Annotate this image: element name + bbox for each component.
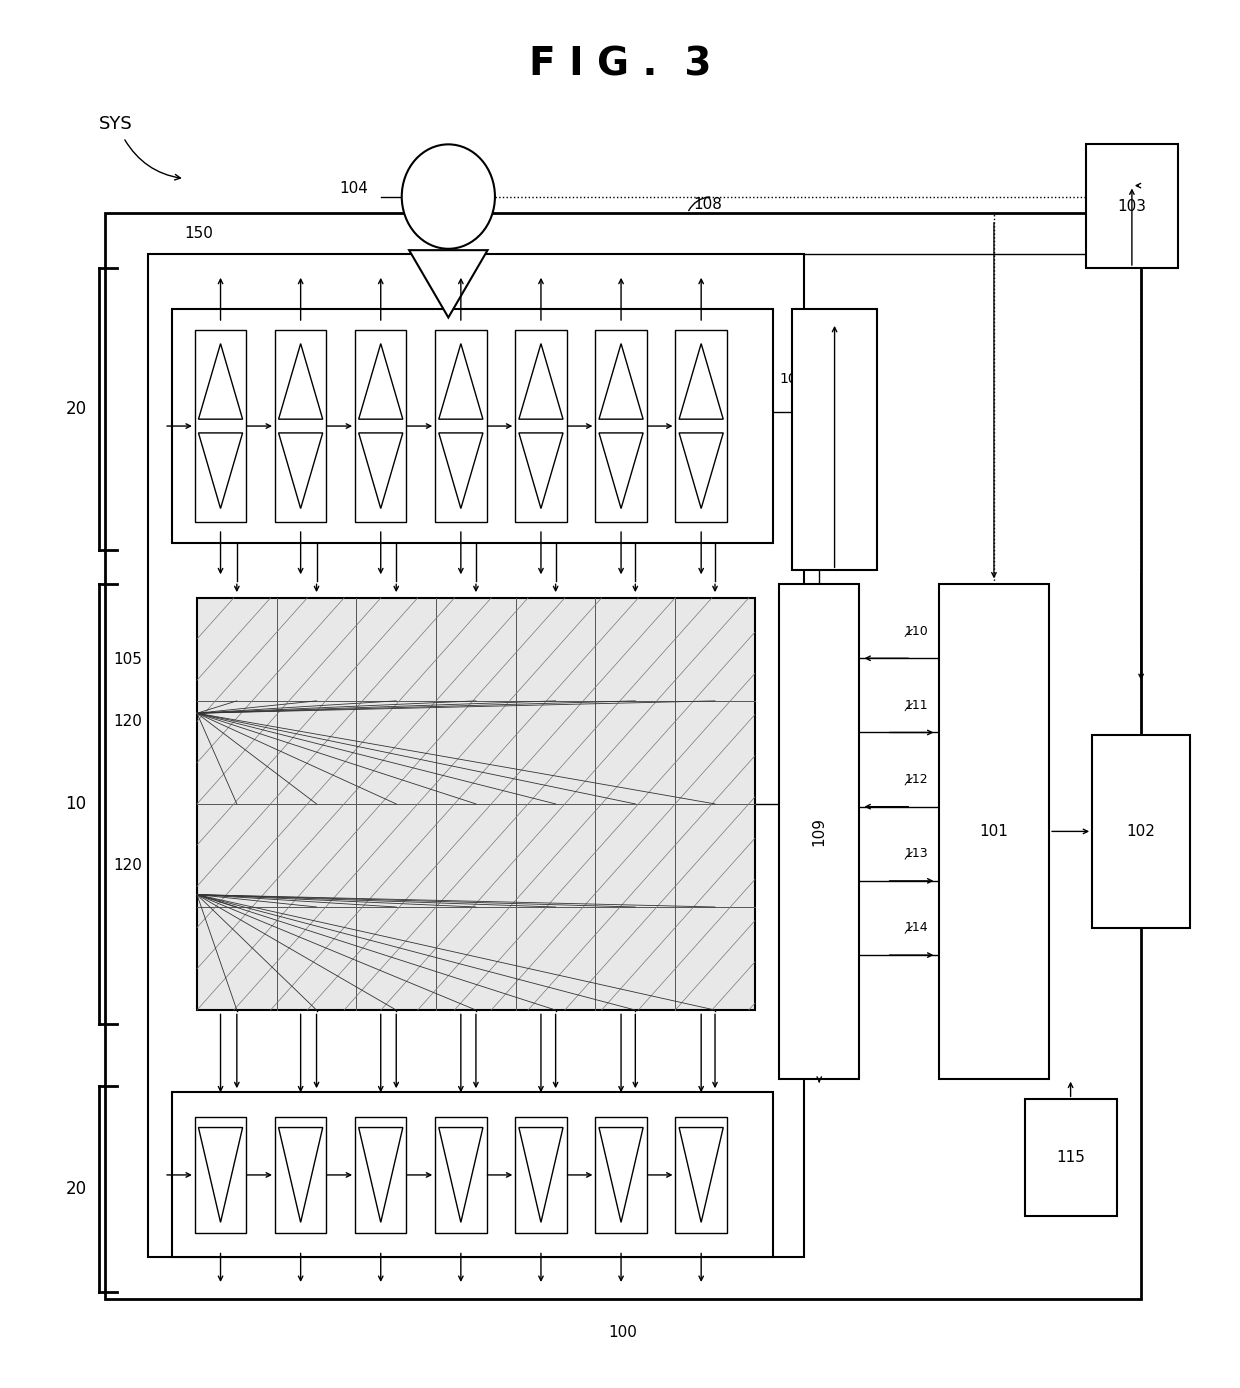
Text: 10: 10 xyxy=(66,795,87,813)
Text: 115: 115 xyxy=(1056,1151,1085,1166)
Polygon shape xyxy=(279,1127,322,1223)
Bar xyxy=(148,254,804,1258)
Text: 112: 112 xyxy=(905,773,929,786)
Text: 20: 20 xyxy=(66,1180,87,1198)
Bar xyxy=(105,214,1141,1299)
Text: 109: 109 xyxy=(812,818,827,845)
Text: 120: 120 xyxy=(113,713,141,729)
Text: 100: 100 xyxy=(609,1326,637,1341)
Text: 113: 113 xyxy=(905,847,929,861)
Text: 101: 101 xyxy=(980,824,1008,838)
Polygon shape xyxy=(680,433,723,508)
Polygon shape xyxy=(439,1127,482,1223)
Bar xyxy=(780,584,859,1078)
Text: SYS: SYS xyxy=(99,115,133,133)
Polygon shape xyxy=(358,433,403,508)
Text: 110: 110 xyxy=(905,625,929,637)
Text: 107: 107 xyxy=(780,372,806,386)
Polygon shape xyxy=(518,1127,563,1223)
Polygon shape xyxy=(198,344,243,419)
Bar xyxy=(1092,736,1190,927)
Polygon shape xyxy=(198,1127,243,1223)
Text: 114: 114 xyxy=(905,922,929,934)
Text: 20: 20 xyxy=(66,400,87,418)
Bar xyxy=(172,310,774,543)
Bar xyxy=(676,330,727,522)
Bar xyxy=(515,330,567,522)
Bar xyxy=(791,310,878,570)
Polygon shape xyxy=(599,433,644,508)
Bar xyxy=(435,330,486,522)
Polygon shape xyxy=(518,433,563,508)
Text: 104: 104 xyxy=(340,180,368,196)
Bar xyxy=(355,330,407,522)
Bar xyxy=(355,1116,407,1234)
Bar xyxy=(1024,1099,1116,1216)
Bar xyxy=(275,330,326,522)
Bar xyxy=(676,1116,727,1234)
Polygon shape xyxy=(198,433,243,508)
Bar xyxy=(515,1116,567,1234)
Polygon shape xyxy=(358,344,403,419)
Bar xyxy=(1086,144,1178,268)
Text: 108: 108 xyxy=(693,197,723,212)
Circle shape xyxy=(402,144,495,248)
Text: 105: 105 xyxy=(113,652,141,668)
Bar xyxy=(435,1116,486,1234)
Bar xyxy=(195,330,247,522)
Bar xyxy=(172,1092,774,1258)
Text: 111: 111 xyxy=(905,700,929,712)
Text: 150: 150 xyxy=(185,226,213,242)
Polygon shape xyxy=(599,1127,644,1223)
Text: 102: 102 xyxy=(1127,824,1156,838)
Bar xyxy=(197,598,755,1010)
Bar xyxy=(195,1116,247,1234)
Text: 120: 120 xyxy=(113,858,141,873)
Polygon shape xyxy=(439,344,482,419)
Bar xyxy=(275,1116,326,1234)
Polygon shape xyxy=(599,344,644,419)
Polygon shape xyxy=(439,433,482,508)
Polygon shape xyxy=(518,344,563,419)
Polygon shape xyxy=(358,1127,403,1223)
Polygon shape xyxy=(680,344,723,419)
Text: 103: 103 xyxy=(1117,198,1147,214)
Polygon shape xyxy=(279,344,322,419)
Bar xyxy=(939,584,1049,1078)
Bar xyxy=(595,1116,647,1234)
Polygon shape xyxy=(409,250,487,318)
Polygon shape xyxy=(680,1127,723,1223)
Polygon shape xyxy=(279,433,322,508)
Bar xyxy=(595,330,647,522)
Text: F I G .  3: F I G . 3 xyxy=(528,46,712,83)
